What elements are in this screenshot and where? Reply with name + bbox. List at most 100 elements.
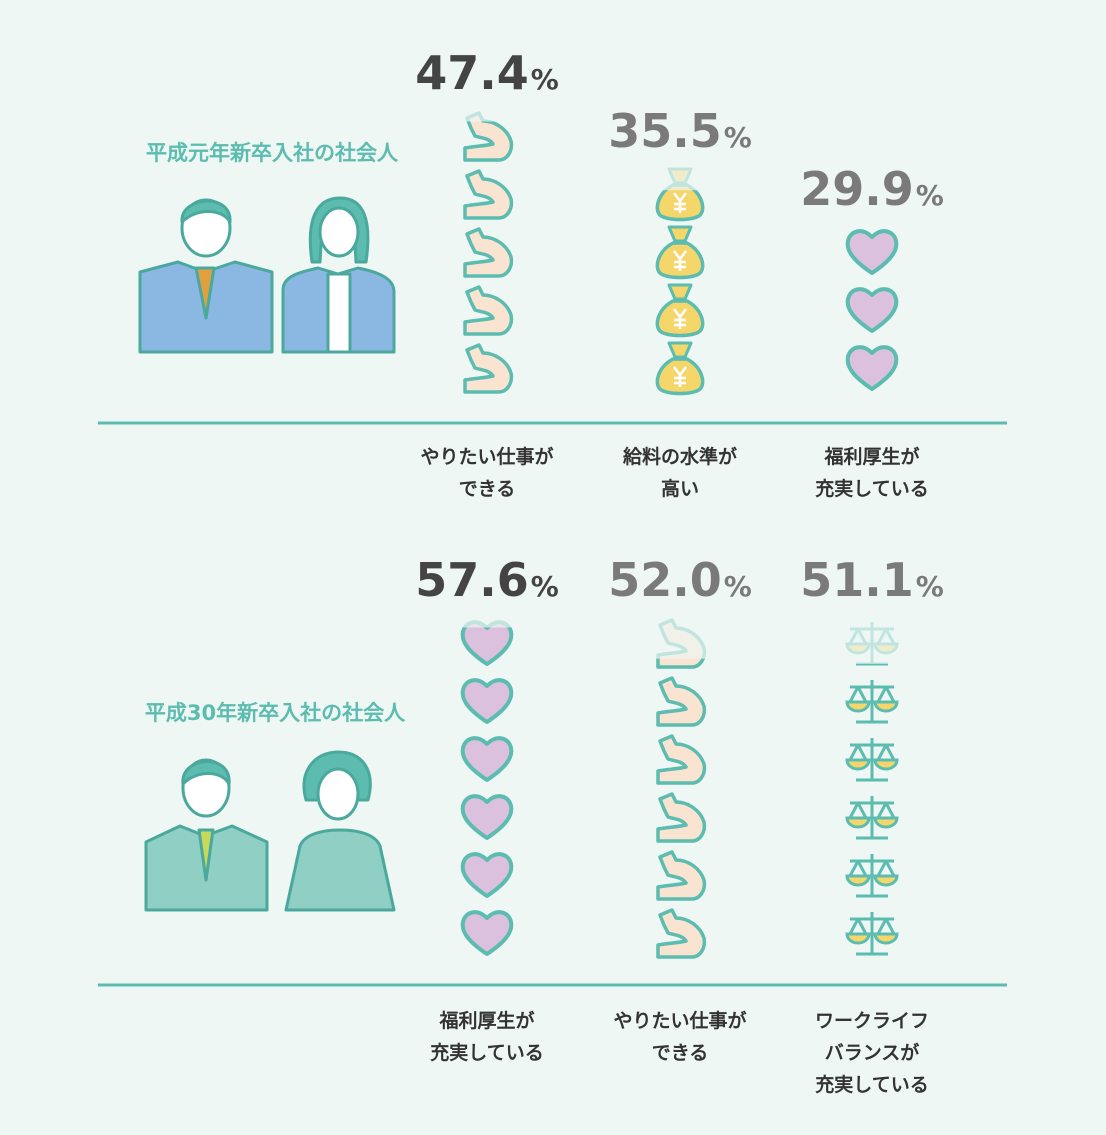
category-line: 充実している [430,1041,543,1064]
icon [845,912,899,956]
category-line: 充実している [815,1073,928,1096]
tie [194,266,216,320]
scale-pan [873,874,899,887]
value-unit: % [531,570,559,603]
heart-icon [460,627,514,666]
heart-icon [845,229,899,275]
heart-icon [460,910,514,956]
icon [460,794,514,840]
people-illustration [144,750,396,912]
value-label: 51.1% [800,553,944,607]
scale-pan [845,700,871,713]
arm-icon [463,343,514,394]
icon [845,345,899,391]
scale-pan [873,642,899,655]
scale-pan [873,758,899,771]
pictogram-column [656,618,707,959]
scale-pan [845,758,871,771]
yen-sign [673,308,687,329]
icon-filled [460,627,514,666]
category-line: 福利厚生が [438,1009,534,1032]
scale-pan [873,816,899,829]
icon-filled [656,658,705,669]
scale-pan [845,874,871,887]
category-line: 福利厚生が [823,445,919,468]
icon [463,169,514,220]
icon [845,622,899,666]
category-label: やりたい仕事ができる [420,445,553,500]
scale-pan [873,932,899,945]
icon [656,908,707,959]
value-number: 52.0 [608,553,722,607]
arm-icon [463,285,514,336]
category-line: 充実している [815,477,928,500]
head [316,767,360,821]
category-line: 給料の水準が [622,445,737,468]
icon [656,676,707,727]
value-number: 35.5 [608,104,722,158]
category-line: できる [652,1042,709,1064]
icon [655,341,705,396]
icon [655,283,705,338]
heart-icon [845,345,899,391]
category-line: 高い [661,477,699,500]
scale-frame [856,663,888,666]
icon [460,678,514,724]
value-unit: % [916,570,944,603]
arm-icon [656,658,705,669]
scale-pan [845,932,871,945]
icon [460,852,514,898]
category-label: やりたい仕事ができる [613,1009,746,1064]
value-number: 57.6 [415,553,529,607]
heart-icon [460,736,514,782]
pictogram-column [463,111,514,394]
value-number: 29.9 [800,162,914,216]
category-label: 給料の水準が高い [622,445,737,500]
icon [656,618,707,669]
icon [463,111,514,162]
heart-icon [460,794,514,840]
icon [463,285,514,336]
value-label: 57.6% [415,553,559,607]
value-unit: % [916,179,944,212]
icon [463,343,514,394]
value-number: 47.4 [415,46,529,100]
scale-frame [848,854,896,898]
arm-icon [656,792,707,843]
scale-pan [845,642,871,655]
heart-icon [845,287,899,333]
icon [460,736,514,782]
arm-icon [656,676,707,727]
value-unit: % [531,63,559,96]
heart-icon [460,852,514,898]
icon-filled [856,663,888,666]
value-label: 35.5% [608,104,752,158]
icon-filled [845,229,899,275]
icon-filled [655,190,705,222]
scale-frame [848,912,896,956]
value-label: 47.4% [415,46,559,100]
icon [463,227,514,278]
tie [197,828,215,882]
bag-knot [667,225,693,243]
heart-icon [460,678,514,724]
scale-frame [848,680,896,724]
bag-knot [667,167,693,185]
icon [460,620,514,666]
arm-icon [656,908,707,959]
category-line: ワークライフ [815,1010,929,1032]
arm-icon [463,227,514,278]
icon [845,738,899,782]
category-line: やりたい仕事が [613,1009,746,1032]
icon-faded [656,618,707,669]
chart-title: 平成元年新卒入社の社会人 [146,141,399,165]
hair [180,199,232,224]
pictogram-column [845,229,899,391]
scale-pan [873,700,899,713]
bag-knot [667,341,693,359]
value-label: 29.9% [800,162,944,216]
icon [845,796,899,840]
icon [656,734,707,785]
pictogram-column [460,620,514,956]
arm-icon [463,169,514,220]
